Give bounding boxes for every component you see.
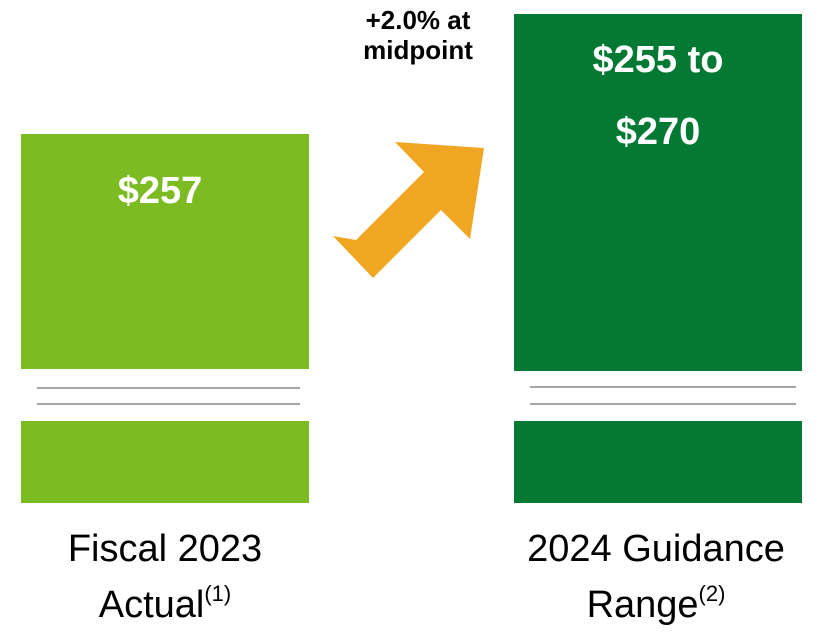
category-label: 2024 Guidance [527, 528, 785, 570]
growth-arrow [333, 142, 484, 278]
bar-upper [514, 14, 802, 371]
bar-lower [514, 421, 802, 503]
footnote-mark: (2) [699, 581, 726, 606]
category-text: Range [587, 584, 699, 626]
footnote-mark: (1) [204, 581, 231, 606]
value-label: $257 [118, 170, 203, 212]
category-label: Range(2) [587, 581, 726, 626]
category-label: Fiscal 2023 [68, 528, 262, 570]
annotation: midpoint [363, 35, 473, 65]
annotation: +2.0% at [366, 5, 471, 35]
category-label: Actual(1) [99, 581, 232, 626]
value-label: $255 to [593, 39, 724, 81]
value-label: $270 [616, 111, 701, 153]
category-text: Actual [99, 584, 205, 626]
bar-lower [21, 421, 309, 503]
bar-upper [21, 134, 309, 369]
